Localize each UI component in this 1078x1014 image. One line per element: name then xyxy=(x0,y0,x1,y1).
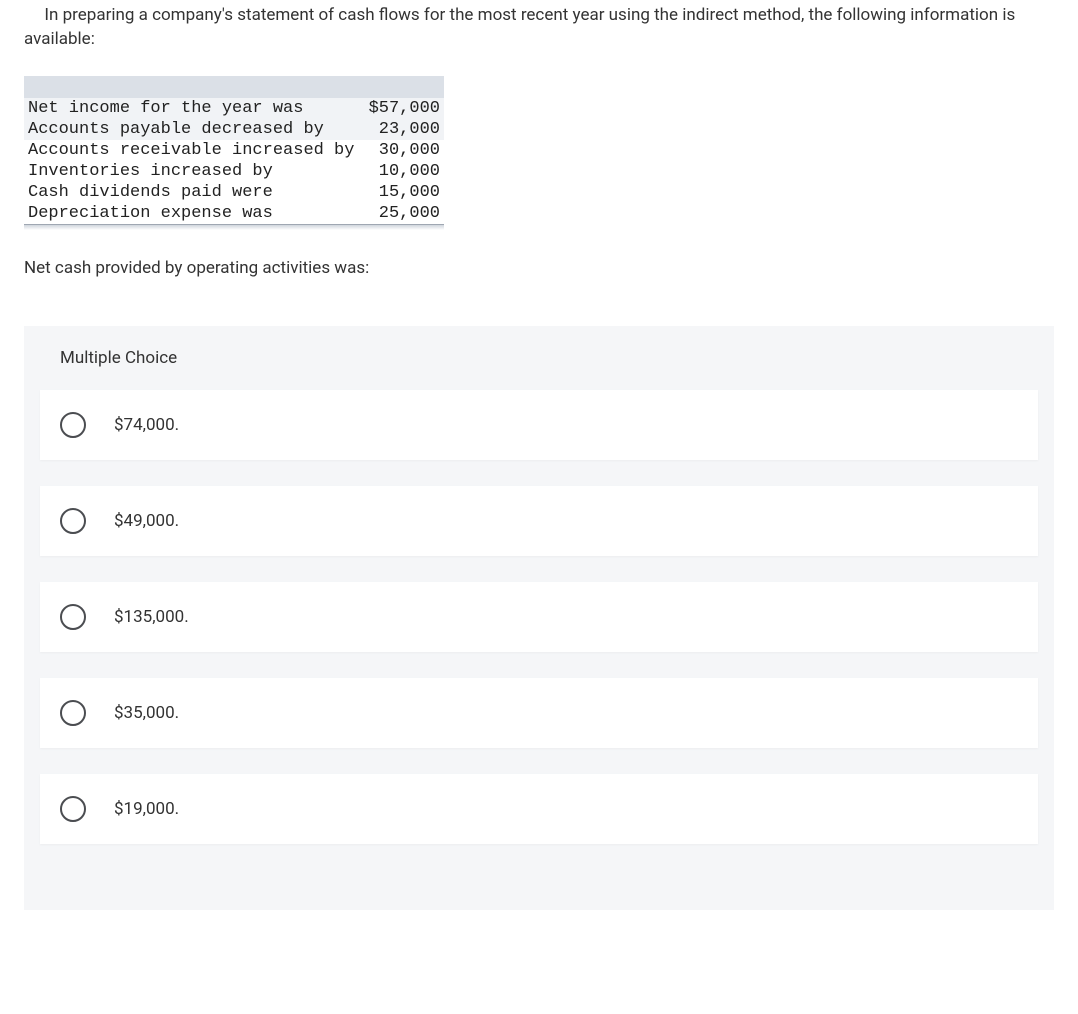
data-table-header-bar xyxy=(24,76,444,98)
answer-option[interactable]: $74,000. xyxy=(40,390,1038,460)
table-row-value: 15,000 xyxy=(363,182,444,203)
options-list: $74,000. $49,000. $135,000. $35,000. $19,000… xyxy=(24,390,1054,844)
table-row-value: $57,000 xyxy=(363,98,444,119)
table-row: Accounts payable decreased by23,000 xyxy=(24,119,444,140)
answer-option[interactable]: $49,000. xyxy=(40,486,1038,556)
table-row-label: Net income for the year was xyxy=(24,98,363,119)
radio-icon[interactable] xyxy=(60,412,86,438)
radio-icon[interactable] xyxy=(60,508,86,534)
answer-option[interactable]: $135,000. xyxy=(40,582,1038,652)
radio-icon[interactable] xyxy=(60,700,86,726)
question-prompt: Net cash provided by operating activitie… xyxy=(24,258,1054,278)
answer-option[interactable]: $35,000. xyxy=(40,678,1038,748)
table-row-label: Depreciation expense was xyxy=(24,203,363,224)
table-row-label: Inventories increased by xyxy=(24,161,363,182)
table-row: Depreciation expense was25,000 xyxy=(24,203,444,224)
table-row: Net income for the year was$57,000 xyxy=(24,98,444,119)
radio-icon[interactable] xyxy=(60,604,86,630)
answer-option-label: $135,000. xyxy=(114,607,189,627)
answer-option-label: $74,000. xyxy=(114,415,179,435)
table-row: Accounts receivable increased by30,000 xyxy=(24,140,444,161)
question-intro: In preparing a company's statement of ca… xyxy=(24,4,1054,52)
table-row-value: 10,000 xyxy=(363,161,444,182)
answer-option-label: $49,000. xyxy=(114,511,179,531)
table-row-value: 23,000 xyxy=(363,119,444,140)
table-row-label: Cash dividends paid were xyxy=(24,182,363,203)
table-row-label: Accounts payable decreased by xyxy=(24,119,363,140)
question-body: In preparing a company's statement of ca… xyxy=(0,0,1078,326)
answer-option-label: $35,000. xyxy=(114,703,179,723)
multiple-choice-container: Multiple Choice $74,000. $49,000. $135,000… xyxy=(24,326,1054,910)
table-row: Cash dividends paid were15,000 xyxy=(24,182,444,203)
data-table-footer-bar xyxy=(24,224,444,230)
table-row-label: Accounts receivable increased by xyxy=(24,140,363,161)
answer-option-label: $19,000. xyxy=(114,799,179,819)
table-row: Inventories increased by10,000 xyxy=(24,161,444,182)
data-table: Net income for the year was$57,000Accoun… xyxy=(24,76,444,230)
table-row-value: 30,000 xyxy=(363,140,444,161)
radio-icon[interactable] xyxy=(60,796,86,822)
table-row-value: 25,000 xyxy=(363,203,444,224)
answer-option[interactable]: $19,000. xyxy=(40,774,1038,844)
multiple-choice-title: Multiple Choice xyxy=(24,326,1054,390)
